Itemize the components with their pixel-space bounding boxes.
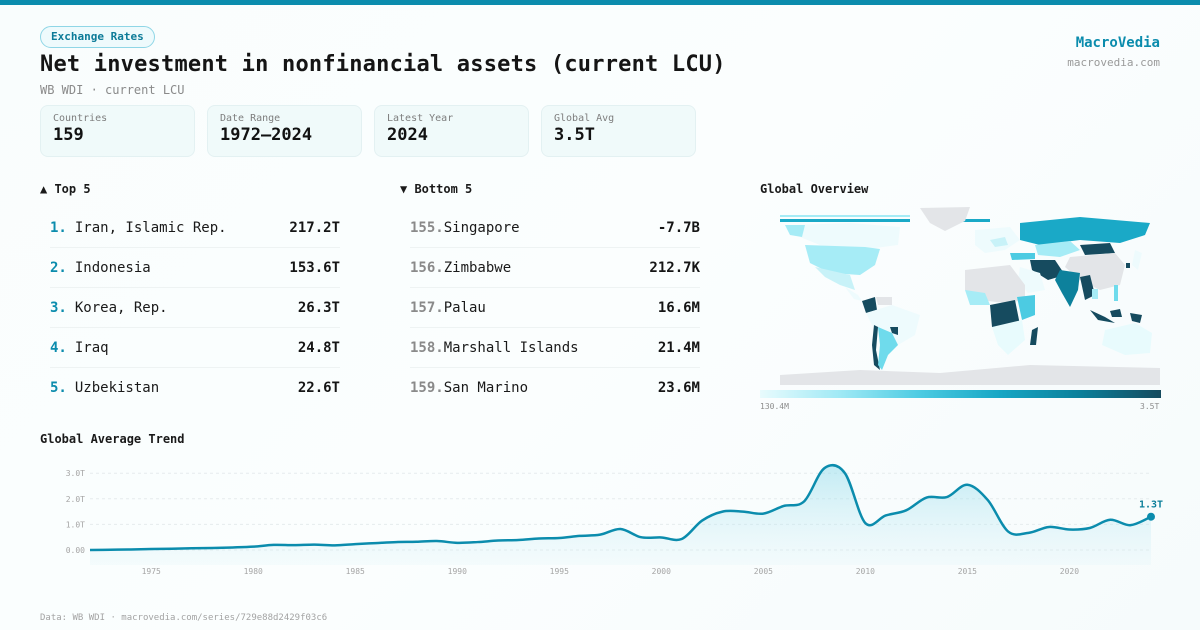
svg-text:1985: 1985 [346, 567, 365, 576]
trend-line [89, 463, 1152, 552]
list-item[interactable]: 3. Korea, Rep. 26.3T [50, 288, 340, 328]
svg-text:1.0T: 1.0T [66, 520, 85, 529]
svg-text:1990: 1990 [448, 567, 467, 576]
svg-text:2010: 2010 [856, 567, 875, 576]
stat-countries: Countries 159 [40, 105, 195, 157]
top-accent-bar [0, 0, 1200, 5]
stat-value: 159 [53, 125, 84, 145]
trend-line-chart[interactable]: 0.00 1.0T 2.0T 3.0T 1975 1980 1985 1990 1995 200… [0, 455, 1200, 585]
svg-text:1995: 1995 [550, 567, 569, 576]
stat-label: Countries [53, 113, 108, 124]
country-name: Korea, Rep. [74, 299, 168, 316]
rank: 4. [50, 339, 67, 356]
svg-text:0.00: 0.00 [66, 546, 85, 555]
svg-text:3.0T: 3.0T [66, 469, 85, 478]
country-name: Marshall Islands [443, 339, 579, 356]
country-value: 212.7K [649, 259, 700, 276]
legend-min-label: 130.4M [760, 402, 789, 411]
world-choropleth-map[interactable] [780, 205, 1160, 385]
list-item[interactable]: 2. Indonesia 153.6T [50, 248, 340, 288]
bottom5-list: ▼ Bottom 5 155. Singapore -7.7B 156. Zimba… [400, 182, 700, 408]
list-item[interactable]: 158. Marshall Islands 21.4M [410, 328, 700, 368]
trend-area [90, 465, 1151, 565]
rank: 3. [50, 299, 67, 316]
country-value: 22.6T [297, 380, 340, 396]
country-name: Indonesia [74, 259, 151, 276]
svg-text:2000: 2000 [652, 567, 671, 576]
top5-heading: ▲ Top 5 [40, 182, 91, 196]
stat-value: 3.5T [554, 125, 595, 145]
rank: 159. [410, 380, 444, 396]
svg-text:2.0T: 2.0T [66, 495, 85, 504]
stat-latest-year: Latest Year 2024 [374, 105, 529, 157]
svg-text:2005: 2005 [754, 567, 773, 576]
stat-label: Latest Year [387, 113, 454, 124]
stat-date-range: Date Range 1972–2024 [207, 105, 362, 157]
stat-label: Global Avg [554, 113, 615, 124]
country-name: Iraq [74, 339, 109, 356]
stat-global-avg: Global Avg 3.5T [541, 105, 696, 157]
list-item[interactable]: 5. Uzbekistan 22.6T [50, 368, 340, 408]
country-name: Uzbekistan [74, 380, 160, 396]
list-item[interactable]: 159. San Marino 23.6M [410, 368, 700, 408]
svg-text:1975: 1975 [142, 567, 161, 576]
page-title: Net investment in nonfinancial assets (c… [40, 52, 726, 77]
latest-value-label: 1.3T [1139, 500, 1163, 511]
rank: 5. [50, 380, 67, 396]
stat-value: 2024 [387, 125, 428, 145]
list-item[interactable]: 4. Iraq 24.8T [50, 328, 340, 368]
rank: 156. [410, 259, 444, 276]
rank: 157. [410, 299, 444, 316]
x-axis-ticks: 1975 1980 1985 1990 1995 2000 2005 2010 2015 2020 [142, 567, 1080, 576]
country-value: 21.4M [657, 339, 700, 356]
top5-list: ▲ Top 5 1. Iran, Islamic Rep. 217.2T 2. In… [40, 182, 340, 408]
country-name: Iran, Islamic Rep. [74, 219, 227, 236]
list-item[interactable]: 155. Singapore -7.7B [410, 208, 700, 248]
country-name: San Marino [443, 380, 529, 396]
country-value: 26.3T [297, 299, 340, 316]
rank: 2. [50, 259, 67, 276]
latest-point-marker [1147, 512, 1155, 521]
page-subtitle: WB WDI · current LCU [40, 83, 185, 97]
footer-source: Data: WB WDI · macrovedia.com/series/729… [40, 613, 328, 623]
country-value: 217.2T [289, 219, 340, 236]
stat-value: 1972–2024 [220, 125, 313, 145]
country-name: Zimbabwe [443, 259, 512, 276]
country-name: Palau [443, 299, 486, 316]
country-name: Singapore [443, 219, 520, 236]
country-value: 153.6T [289, 259, 340, 276]
legend-max-label: 3.5T [1140, 402, 1160, 411]
list-item[interactable]: 157. Palau 16.6M [410, 288, 700, 328]
map-legend-gradient [760, 390, 1161, 398]
rank: 155. [410, 219, 444, 236]
country-value: 23.6M [657, 380, 700, 396]
country-value: -7.7B [657, 219, 700, 236]
map-title: Global Overview [760, 182, 869, 196]
rank: 1. [50, 219, 67, 236]
brand-logo[interactable]: MacroVedia [1075, 35, 1160, 51]
svg-text:2020: 2020 [1060, 567, 1079, 576]
stat-label: Date Range [220, 113, 281, 124]
list-item[interactable]: 1. Iran, Islamic Rep. 217.2T [50, 208, 340, 248]
y-axis-ticks: 0.00 1.0T 2.0T 3.0T [66, 469, 85, 555]
rank: 158. [410, 339, 444, 356]
stats-row: Countries 159 Date Range 1972–2024 Lates… [40, 105, 696, 157]
list-item[interactable]: 156. Zimbabwe 212.7K [410, 248, 700, 288]
trend-title: Global Average Trend [40, 432, 185, 446]
category-badge[interactable]: Exchange Rates [40, 26, 155, 48]
brand-url[interactable]: macrovedia.com [1067, 56, 1160, 69]
country-value: 16.6M [657, 299, 700, 316]
svg-text:2015: 2015 [958, 567, 977, 576]
bottom5-heading: ▼ Bottom 5 [400, 182, 473, 196]
svg-text:1980: 1980 [244, 567, 263, 576]
country-value: 24.8T [297, 339, 340, 356]
